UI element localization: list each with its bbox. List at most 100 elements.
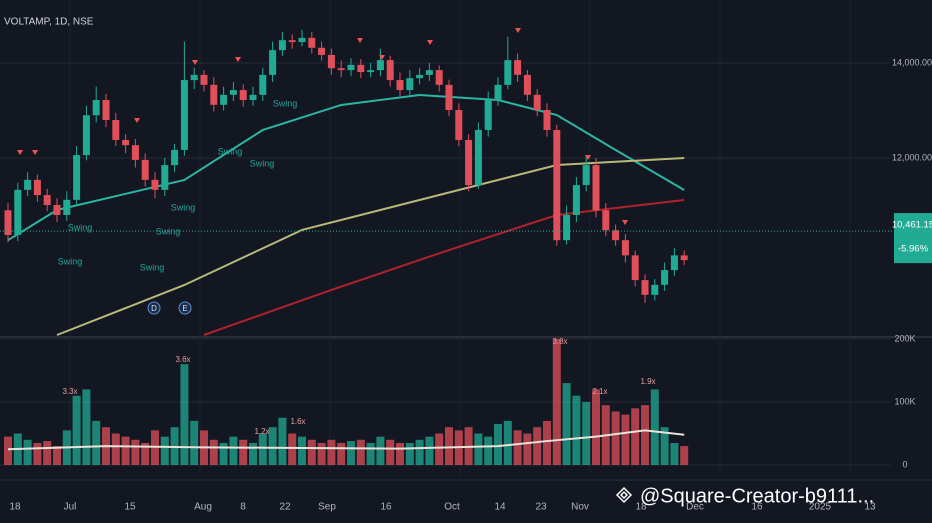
candle-body [278, 40, 286, 51]
volume-bar [317, 442, 326, 465]
candle-body [141, 159, 149, 180]
candle-body [631, 255, 639, 281]
volume-bar [258, 433, 267, 465]
volume-bar [376, 436, 385, 465]
volume-bar [249, 442, 257, 465]
swing-annotation: Swing [68, 222, 93, 232]
event-marker [147, 301, 161, 315]
candle-body [4, 210, 12, 235]
candle-body [210, 84, 218, 105]
candle-body [92, 100, 100, 116]
volume-bar [190, 420, 199, 465]
candle-body [63, 199, 71, 216]
candle-body [24, 179, 32, 190]
x-tick-label: 2025 [809, 502, 832, 513]
volume-bar [425, 436, 434, 465]
signal-triangle [379, 55, 385, 60]
volume-bar [494, 424, 502, 465]
volume-bar [160, 436, 169, 465]
signal-triangle [192, 60, 198, 65]
candle-body [122, 139, 130, 146]
x-tick-label: 14 [494, 502, 506, 513]
volume-bar [543, 420, 551, 465]
watermark: @Square-Creator-b9111... [615, 485, 874, 507]
candle-body [670, 255, 678, 271]
candle-body [621, 240, 629, 256]
volume-bar [131, 439, 140, 465]
candle-body [171, 149, 179, 166]
candle-body [523, 74, 531, 95]
volume-bar [670, 442, 679, 465]
volume-bar [180, 364, 189, 465]
candle-body [425, 70, 433, 75]
x-tick-label: 18 [9, 502, 21, 513]
candle-body [641, 280, 649, 295]
candle-body [308, 37, 316, 48]
x-tick-label: Oct [444, 502, 460, 513]
volume-bar [43, 441, 52, 465]
candle-body [504, 60, 512, 85]
candle-body [651, 284, 659, 295]
x-tick-label: Nov [571, 502, 589, 513]
change-label: -5.96% [898, 244, 929, 255]
candle-body [327, 54, 335, 69]
x-tick-label: 13 [864, 502, 876, 513]
candle-body [43, 195, 51, 206]
candle-body [661, 270, 669, 285]
candle-body [269, 50, 277, 75]
volume-label: 1.2x [254, 427, 269, 436]
volume-bar [552, 339, 561, 465]
volume-bar [23, 439, 32, 465]
candle-body [161, 165, 169, 190]
signal-triangle [134, 118, 140, 123]
x-tick-label: 16 [751, 502, 763, 513]
event-marker-label: D [151, 304, 157, 313]
volume-bar [386, 439, 395, 465]
volume-bar [405, 442, 414, 465]
x-tick-label: 15 [124, 502, 136, 513]
volume-bar [562, 383, 571, 465]
candle-body [592, 165, 600, 211]
swing-annotation: Swing [250, 158, 275, 168]
candle-body [396, 80, 404, 91]
volume-bar [484, 436, 493, 465]
watermark-text: @Square-Creator-b9111... [640, 485, 874, 507]
volume-bar [307, 439, 316, 465]
candle-body [533, 94, 541, 111]
volume-bar [592, 389, 600, 465]
volume-ma-line [7, 429, 685, 451]
volume-tick-label: 100K [894, 396, 915, 406]
volume-bar [278, 417, 287, 465]
swing-annotation: Swing [58, 256, 83, 266]
candle-body [82, 115, 90, 156]
signal-triangle [515, 28, 521, 33]
signal-triangle [17, 150, 23, 155]
candle-body [112, 119, 120, 140]
x-tick-label: 16 [380, 502, 392, 513]
event-marker-label: E [182, 304, 187, 313]
candle-body [357, 64, 365, 73]
moving-average-line [56, 157, 685, 336]
x-tick-label: Jul [64, 502, 77, 513]
candle-body [474, 129, 482, 186]
volume-bar [396, 442, 404, 465]
candle-body [465, 139, 473, 186]
candle-body [180, 80, 188, 150]
swing-annotation: Swing [218, 146, 243, 156]
volume-bar [366, 442, 375, 465]
signal-triangle [357, 38, 363, 43]
volume-bar [82, 389, 91, 465]
candle-body [514, 60, 522, 75]
moving-average-line [7, 94, 685, 242]
x-tick-label: Aug [194, 502, 212, 513]
volume-bar [650, 389, 659, 465]
candle-body [220, 94, 228, 105]
candle-body [455, 110, 463, 140]
volume-label: 3.3x [62, 387, 77, 396]
candle-body [259, 74, 267, 95]
volume-bar [121, 436, 130, 465]
candle-body [612, 230, 620, 241]
candle-body [582, 165, 590, 186]
candle-body [298, 37, 306, 43]
candle-body [445, 84, 453, 111]
